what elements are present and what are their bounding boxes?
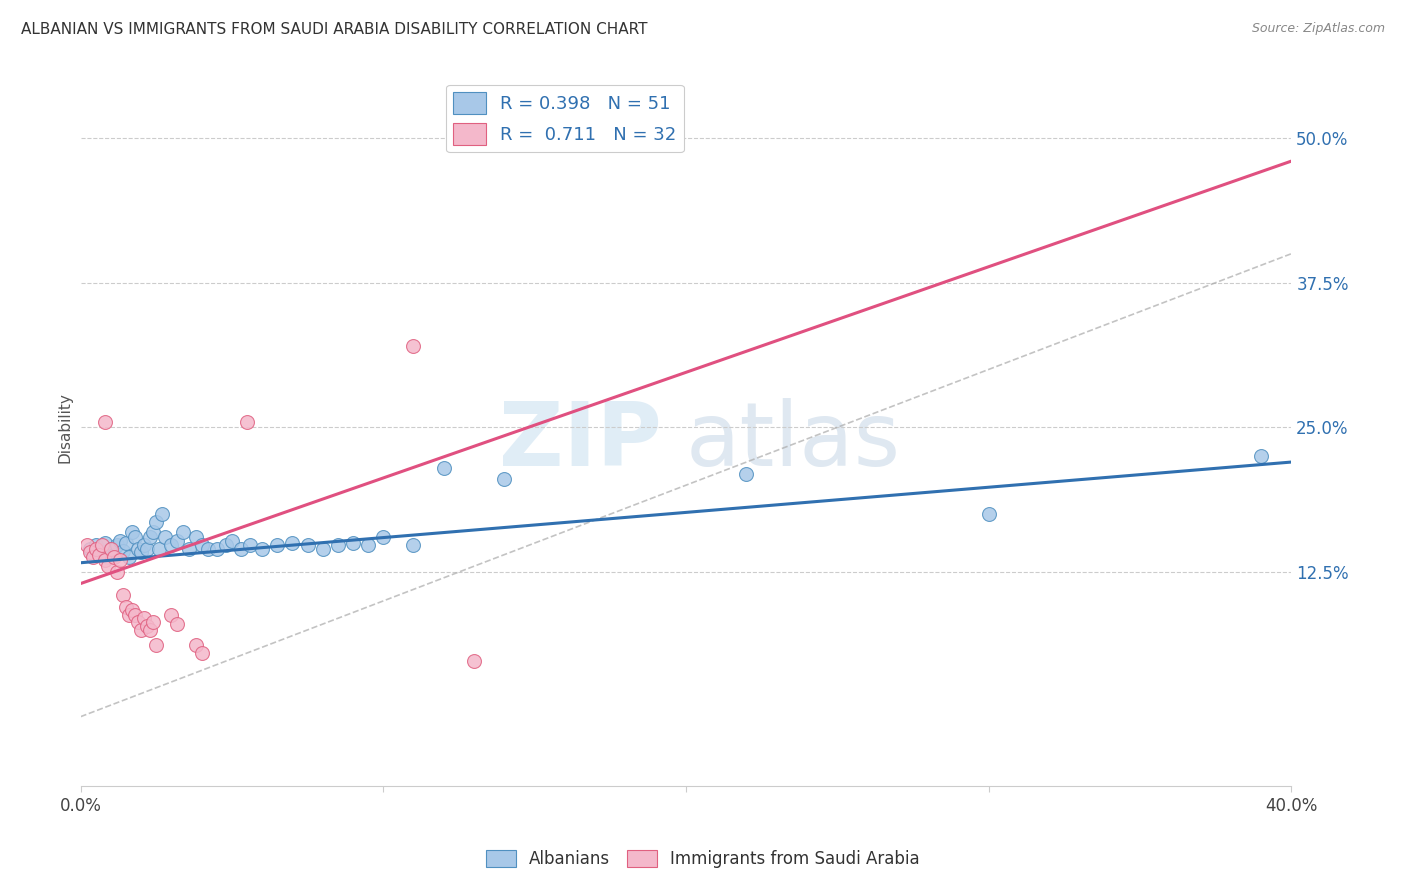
Point (205, 541, 228, 556)
Point (108, 553, 131, 567)
Point (160, 607, 183, 622)
Point (111, 588, 134, 602)
Point (250, 541, 273, 556)
Point (402, 538, 425, 552)
Point (93, 536, 115, 550)
Point (100, 541, 122, 556)
Point (184, 530, 207, 544)
Point (281, 536, 304, 550)
Point (132, 538, 155, 552)
Point (121, 524, 143, 539)
Point (166, 617, 188, 632)
Point (166, 533, 188, 548)
Point (118, 549, 141, 564)
Point (402, 339, 425, 353)
Point (136, 619, 159, 633)
Point (373, 530, 395, 544)
Point (139, 530, 162, 544)
Point (312, 541, 335, 556)
Point (148, 541, 170, 556)
Point (124, 607, 146, 622)
Point (124, 530, 146, 544)
Point (239, 538, 262, 552)
Point (172, 524, 194, 539)
Point (215, 538, 238, 552)
Point (357, 538, 380, 552)
Point (84, 541, 107, 556)
Point (184, 638, 207, 652)
Point (108, 533, 131, 548)
Legend: R = 0.398   N = 51, R =  0.711   N = 32: R = 0.398 N = 51, R = 0.711 N = 32 (446, 85, 683, 153)
Point (121, 603, 143, 617)
Point (115, 599, 138, 614)
Point (342, 536, 364, 550)
Point (145, 515, 167, 529)
Point (79, 541, 101, 556)
Point (132, 611, 155, 625)
Point (105, 565, 128, 579)
Point (84, 538, 107, 552)
Point (463, 654, 485, 668)
Point (433, 460, 456, 475)
Point (494, 472, 516, 486)
Point (266, 538, 288, 552)
Y-axis label: Disability: Disability (58, 392, 72, 463)
Point (190, 646, 212, 660)
Point (150, 507, 173, 521)
Point (103, 549, 125, 564)
Point (236, 415, 259, 429)
Point (127, 541, 149, 556)
Text: atlas: atlas (686, 398, 901, 485)
Point (1250, 450, 1272, 464)
Point (145, 638, 167, 652)
Point (160, 538, 183, 552)
Point (115, 536, 138, 550)
Point (118, 607, 141, 622)
Point (221, 533, 243, 548)
Point (127, 615, 149, 629)
Point (87, 548, 110, 562)
Point (100, 541, 122, 556)
Point (190, 538, 212, 552)
Point (326, 538, 349, 552)
Point (197, 541, 219, 556)
Point (229, 541, 252, 556)
Point (155, 530, 177, 544)
Point (136, 541, 159, 556)
Point (129, 623, 152, 637)
Text: Source: ZipAtlas.com: Source: ZipAtlas.com (1251, 22, 1385, 36)
Point (297, 538, 319, 552)
Point (142, 524, 165, 539)
Point (105, 538, 128, 552)
Text: ALBANIAN VS IMMIGRANTS FROM SAUDI ARABIA DISABILITY CORRELATION CHART: ALBANIAN VS IMMIGRANTS FROM SAUDI ARABIA… (21, 22, 648, 37)
Point (90, 545, 112, 559)
Point (93, 415, 115, 429)
Point (103, 548, 125, 562)
Point (179, 541, 201, 556)
Legend: Albanians, Immigrants from Saudi Arabia: Albanians, Immigrants from Saudi Arabia (479, 843, 927, 875)
Point (111, 544, 134, 558)
Point (76, 538, 98, 552)
Point (79, 545, 101, 559)
Point (90, 538, 112, 552)
Point (977, 507, 1000, 521)
Point (82, 549, 104, 564)
Point (93, 553, 115, 567)
Point (139, 623, 162, 637)
Point (142, 615, 165, 629)
Point (129, 545, 152, 559)
Point (97, 549, 120, 564)
Point (735, 467, 758, 481)
Point (97, 559, 120, 574)
Text: ZIP: ZIP (499, 398, 662, 485)
